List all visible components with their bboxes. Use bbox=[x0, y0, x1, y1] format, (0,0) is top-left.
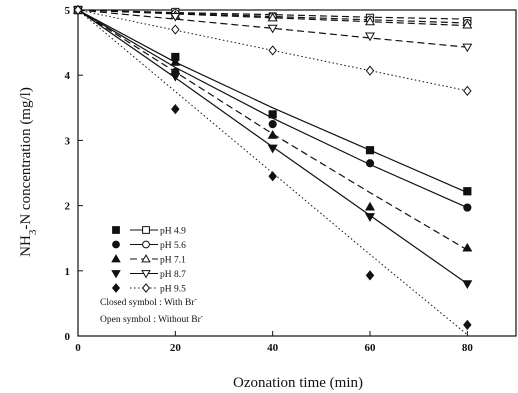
legend-note-open: Open symbol : Without Br- bbox=[100, 312, 204, 325]
data-point-closed-1 bbox=[268, 120, 277, 129]
legend-note-closed: Closed symbol : With Br- bbox=[100, 295, 197, 308]
data-point-closed-0 bbox=[463, 187, 472, 196]
legend-label: pH 8.7 bbox=[160, 270, 186, 280]
legend-label: pH 9.5 bbox=[160, 285, 186, 295]
legend-marker-open bbox=[142, 240, 150, 249]
y-axis-title-post: -N concentration (mg/l) bbox=[18, 87, 34, 229]
data-point-open-7 bbox=[364, 16, 376, 26]
data-point-closed-3 bbox=[267, 144, 278, 154]
y-tick-label: 1 bbox=[65, 266, 71, 278]
data-point-open-9 bbox=[171, 24, 180, 35]
data-point-closed-4 bbox=[463, 319, 472, 331]
data-point-closed-3 bbox=[364, 213, 376, 222]
legend-label: pH 4.9 bbox=[160, 227, 186, 237]
legend-marker-closed bbox=[112, 226, 120, 234]
data-point-open-9 bbox=[73, 4, 83, 16]
x-tick-label: 0 bbox=[75, 342, 81, 354]
data-point-closed-0 bbox=[171, 52, 180, 62]
fit-line-open-5 bbox=[77, 9, 468, 20]
x-tick-label: 20 bbox=[170, 342, 182, 354]
y-axis-title-sub: 3 bbox=[27, 229, 39, 235]
legend-marker-open bbox=[141, 283, 151, 293]
y-axis: 0 1 2 3 4 5 bbox=[65, 5, 83, 343]
plot-frame bbox=[77, 9, 517, 337]
x-tick-label: 80 bbox=[462, 342, 474, 354]
legend-marker-closed bbox=[111, 254, 121, 263]
data-point-closed-3 bbox=[170, 72, 181, 82]
y-tick-label: 0 bbox=[65, 331, 71, 343]
data-point-closed-4 bbox=[268, 171, 277, 182]
data-point-closed-3 bbox=[462, 280, 473, 289]
legend-marker-closed bbox=[111, 283, 121, 293]
data-point-open-9 bbox=[463, 85, 472, 96]
data-point-closed-2 bbox=[267, 130, 278, 139]
data-point-closed-4 bbox=[171, 104, 180, 115]
data-point-closed-1 bbox=[365, 159, 375, 168]
fit-line-closed-0 bbox=[77, 9, 468, 194]
legend-label: pH 5.6 bbox=[160, 241, 186, 251]
y-tick-label: 4 bbox=[65, 70, 71, 82]
data-point-open-7 bbox=[267, 12, 278, 22]
data-point-closed-1 bbox=[463, 203, 472, 212]
data-point-open-8 bbox=[462, 43, 473, 53]
legend-label: pH 7.1 bbox=[160, 256, 186, 266]
fit-line-open-7 bbox=[77, 9, 468, 27]
data-point-open-9 bbox=[268, 45, 277, 56]
data-point-open-8 bbox=[364, 32, 376, 42]
plot-border bbox=[77, 9, 517, 337]
y-tick-label: 2 bbox=[65, 201, 71, 213]
legend-marker-closed bbox=[112, 240, 120, 249]
y-tick-label: 3 bbox=[65, 135, 71, 147]
data-point-open-8 bbox=[267, 24, 278, 34]
legend-marker-closed bbox=[111, 270, 121, 279]
x-axis-title: Ozonation time (min) bbox=[233, 375, 363, 391]
data-point-open-9 bbox=[365, 65, 375, 76]
legend-marker-open bbox=[142, 226, 150, 234]
data-point-closed-2 bbox=[364, 201, 376, 211]
legend-marker-open bbox=[141, 270, 151, 279]
data-point-closed-0 bbox=[365, 146, 375, 155]
x-tick-label: 60 bbox=[365, 342, 377, 354]
data-point-closed-4 bbox=[365, 270, 375, 281]
fit-line-closed-4 bbox=[77, 9, 468, 336]
fit-line-open-8 bbox=[77, 9, 468, 48]
fit-line-open-6 bbox=[77, 9, 468, 24]
legend-marker-open bbox=[141, 254, 151, 263]
data-point-closed-2 bbox=[462, 242, 473, 252]
data-points bbox=[72, 4, 473, 331]
data-point-open-8 bbox=[170, 12, 181, 22]
x-tick-label: 40 bbox=[267, 342, 279, 354]
y-axis-title: NH3-N concentration (mg/l) bbox=[18, 87, 39, 257]
y-tick-label: 5 bbox=[65, 5, 71, 17]
data-point-closed-2 bbox=[170, 57, 181, 66]
x-axis: 0 20 40 60 80 bbox=[75, 331, 473, 354]
y-axis-title-pre: NH bbox=[18, 235, 34, 257]
data-point-open-7 bbox=[462, 19, 473, 29]
data-point-closed-0 bbox=[268, 110, 277, 119]
